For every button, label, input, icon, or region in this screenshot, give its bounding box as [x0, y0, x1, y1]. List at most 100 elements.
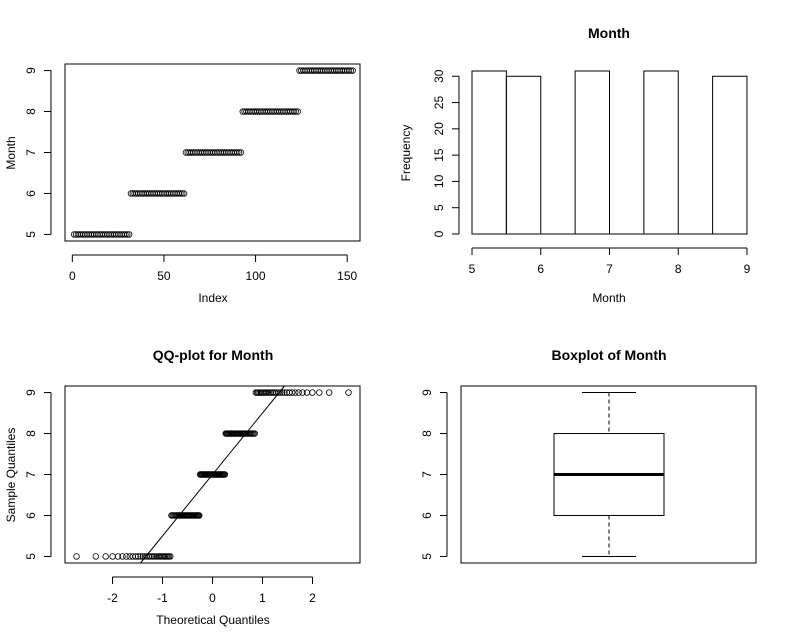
index-plot-point [180, 190, 188, 197]
qq-plot-point [149, 553, 156, 560]
index-plot-point [347, 67, 355, 74]
qq-plot-point [221, 471, 229, 478]
index-plot-panel: 0 50 100 150 5 6 7 8 9 Index Month [4, 63, 361, 305]
index-plot-point [237, 149, 245, 156]
qq-plot-x-axis: -2 -1 0 1 2 [107, 576, 316, 605]
qq-plot-point [274, 389, 282, 396]
qq-plot-box [64, 385, 361, 564]
qq-plot-x-tick-label: 0 [209, 591, 216, 605]
index-plot-point [345, 67, 353, 74]
qq-plot-point [150, 553, 158, 560]
histogram-y-tick-label: 30 [432, 69, 446, 83]
index-plot-y-tick-label: 8 [24, 108, 38, 115]
histogram-bar [643, 70, 679, 235]
qq-plot-x-tick-label: -2 [107, 591, 118, 605]
index-plot-y-axis: 5 6 7 8 9 [24, 67, 52, 238]
boxplot-frame [460, 385, 757, 564]
index-plot-point [235, 149, 243, 156]
histogram-bar [712, 75, 748, 235]
qq-plot-y-tick-label: 6 [24, 512, 38, 519]
index-plot-x-tick-label: 50 [157, 269, 171, 283]
index-plot-y-tick-label: 6 [24, 190, 38, 197]
qq-plot-point [196, 512, 203, 519]
index-plot-point [124, 231, 131, 238]
histogram-x-axis: 5 6 7 8 9 [469, 247, 751, 276]
histogram-x-tick-label: 7 [606, 262, 613, 276]
index-plot-point [292, 108, 300, 115]
histogram-y-tick-label: 15 [432, 148, 446, 162]
qq-plot-y-tick-label: 9 [24, 389, 38, 396]
qq-plot-point [325, 389, 333, 396]
index-plot-points [70, 67, 356, 238]
qq-reference-line [140, 385, 285, 564]
index-plot-point [177, 190, 184, 197]
histogram-x-tick-label: 9 [744, 262, 751, 276]
index-plot-point [179, 190, 186, 197]
qq-plot-y-tick-label: 7 [24, 471, 38, 478]
boxplot-y-axis: 5 6 7 8 9 [420, 389, 448, 560]
index-plot-x-tick-label: 0 [69, 269, 76, 283]
qq-plot-point [345, 389, 352, 396]
qq-plot-point [134, 553, 142, 560]
histogram-y-tick-label: 5 [432, 204, 446, 211]
qq-plot-point [137, 553, 144, 560]
qq-plot-point [309, 389, 316, 396]
qq-plot-point [281, 389, 288, 396]
index-plot-y-tick-label: 9 [24, 67, 38, 74]
index-plot-x-title: Index [198, 291, 227, 305]
qq-plot-x-tick-label: -1 [157, 591, 168, 605]
histogram-y-tick-label: 10 [432, 174, 446, 188]
qq-plot-point [132, 553, 139, 560]
qq-plot-point [167, 553, 174, 560]
qq-plot-point [295, 389, 302, 396]
histogram-x-tick-label: 6 [537, 262, 544, 276]
histogram-bar [574, 70, 610, 235]
histogram-bar [471, 70, 507, 235]
qq-plot-point [92, 553, 100, 560]
qq-plot-x-tick-label: 1 [259, 591, 266, 605]
histogram-panel: Month 5 6 7 8 9 0 5 10 15 20 25 30 Month Frequency [399, 25, 751, 305]
qq-plot-y-tick-label: 5 [24, 553, 38, 560]
qq-plot-title: QQ-plot for Month [153, 347, 274, 363]
boxplot-y-tick-label: 9 [420, 389, 434, 396]
index-plot-point [294, 108, 301, 115]
index-plot-x-tick-label: 150 [337, 269, 357, 283]
qq-plot-point [102, 553, 109, 560]
qq-plot-point [316, 389, 323, 396]
qq-plot-y-axis: 5 6 7 8 9 [24, 389, 52, 560]
boxplot-y-tick-label: 6 [420, 512, 434, 519]
qq-plot-panel: QQ-plot for Month -2 -1 0 1 2 5 6 7 8 9 Theoreti… [4, 347, 361, 627]
histogram-x-tick-label: 8 [675, 262, 682, 276]
histogram-y-tick-label: 20 [432, 122, 446, 136]
qq-plot-point [119, 553, 126, 560]
boxplot-panel: Boxplot of Month 5 6 7 8 9 [420, 347, 757, 564]
qq-plot-y-tick-label: 8 [24, 430, 38, 437]
histogram-y-title: Frequency [399, 125, 413, 182]
boxplot-y-tick-label: 7 [420, 471, 434, 478]
qq-plot-point [147, 553, 154, 560]
index-plot-point [122, 231, 129, 238]
histogram-bar [505, 75, 542, 235]
boxplot-y-tick-label: 5 [420, 553, 434, 560]
qq-plot-point [251, 430, 258, 437]
histogram-x-title: Month [592, 291, 625, 305]
index-plot-point [349, 67, 356, 74]
qq-plot-x-title: Theoretical Quantiles [156, 613, 269, 627]
histogram-bars [471, 70, 748, 235]
histogram-y-tick-label: 25 [432, 96, 446, 110]
index-plot-y-title: Month [4, 136, 18, 169]
qq-plot-point [276, 389, 284, 396]
index-plot-y-tick-label: 7 [24, 149, 38, 156]
qq-plot-point [299, 389, 306, 396]
index-plot-point [290, 108, 298, 115]
qq-plot-point [114, 553, 122, 560]
boxplot-title: Boxplot of Month [551, 347, 666, 363]
index-plot-point [125, 231, 133, 238]
qq-plot-point [288, 389, 296, 396]
qq-plot-point [267, 389, 275, 396]
qq-plot-point [109, 553, 116, 560]
qq-plot-point [266, 389, 273, 396]
histogram-y-tick-label: 0 [432, 230, 446, 237]
qq-plot-point [292, 389, 299, 396]
